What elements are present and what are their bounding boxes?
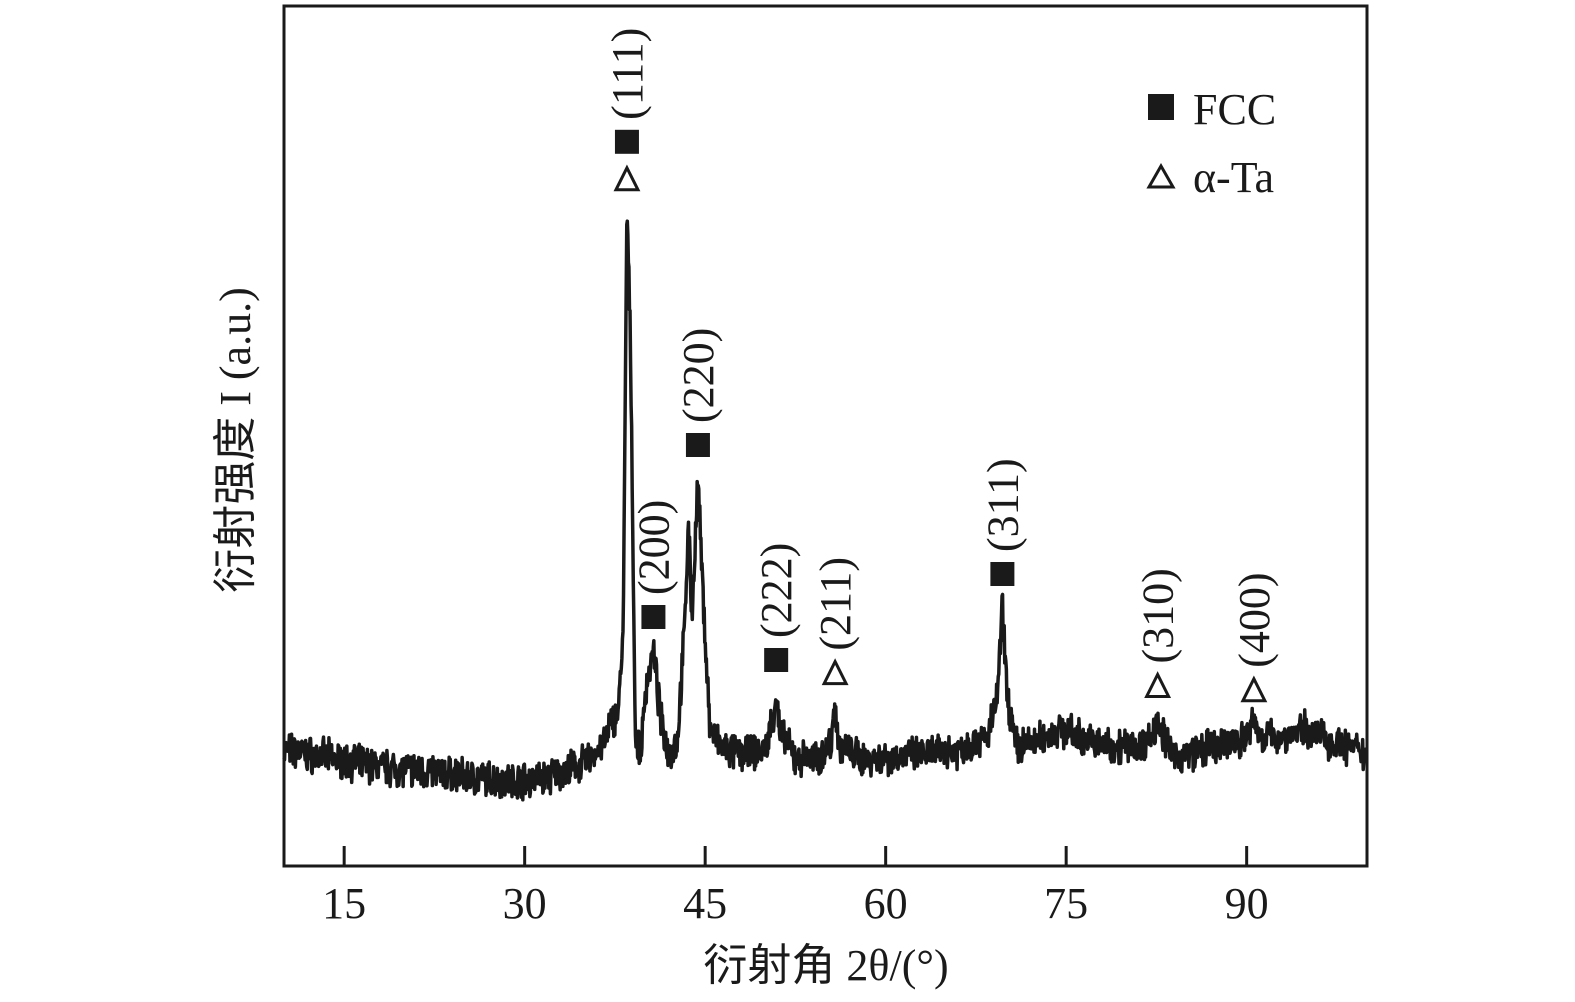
legend-fcc-label: FCC [1193, 85, 1276, 134]
x-tick-label: 15 [322, 879, 366, 928]
x-tick-label: 90 [1225, 879, 1269, 928]
fcc-peak-marker [685, 433, 710, 457]
fcc-peak-marker [764, 648, 789, 672]
peak-label: (222) [752, 543, 801, 638]
legend-alpha-ta-marker [1146, 162, 1176, 189]
peak-labels: (111) (200) (220) (222) (211) (311) (310) (400) [603, 28, 1279, 668]
x-tick-labels: 15 30 45 60 75 90 [322, 879, 1269, 928]
x-tick-label: 30 [503, 879, 547, 928]
legend-fcc-marker [1148, 94, 1174, 120]
alpha-ta-peak-marker [1240, 675, 1268, 703]
alpha-ta-peak-marker [613, 164, 641, 192]
peak-label: (310) [1134, 568, 1183, 663]
x-tick-label: 60 [864, 879, 908, 928]
legend-alpha-ta-label: α-Ta [1193, 153, 1274, 202]
legend: FCC α-Ta [1146, 85, 1276, 202]
peak-markers [613, 129, 1268, 703]
plot-frame [282, 4, 1369, 868]
x-axis-title: 衍射角 2θ/(°) [703, 941, 948, 990]
peak-label: (211) [811, 557, 860, 651]
y-axis-title: 衍射强度 I (a.u.) [211, 287, 260, 593]
x-tick-label: 45 [683, 879, 727, 928]
x-ticks [342, 846, 1249, 866]
fcc-peak-marker [614, 129, 639, 154]
peak-label: (111) [603, 28, 652, 120]
alpha-ta-peak-marker [1144, 671, 1172, 698]
alpha-ta-peak-marker [821, 658, 849, 686]
peak-label: (200) [629, 500, 678, 595]
xrd-pattern-line [282, 219, 1369, 802]
x-tick-label: 75 [1044, 879, 1088, 928]
peak-label: (400) [1230, 572, 1279, 667]
fcc-peak-marker [641, 605, 666, 629]
peak-label: (220) [674, 328, 723, 423]
fcc-peak-marker [990, 562, 1015, 586]
peak-label: (311) [978, 458, 1027, 552]
